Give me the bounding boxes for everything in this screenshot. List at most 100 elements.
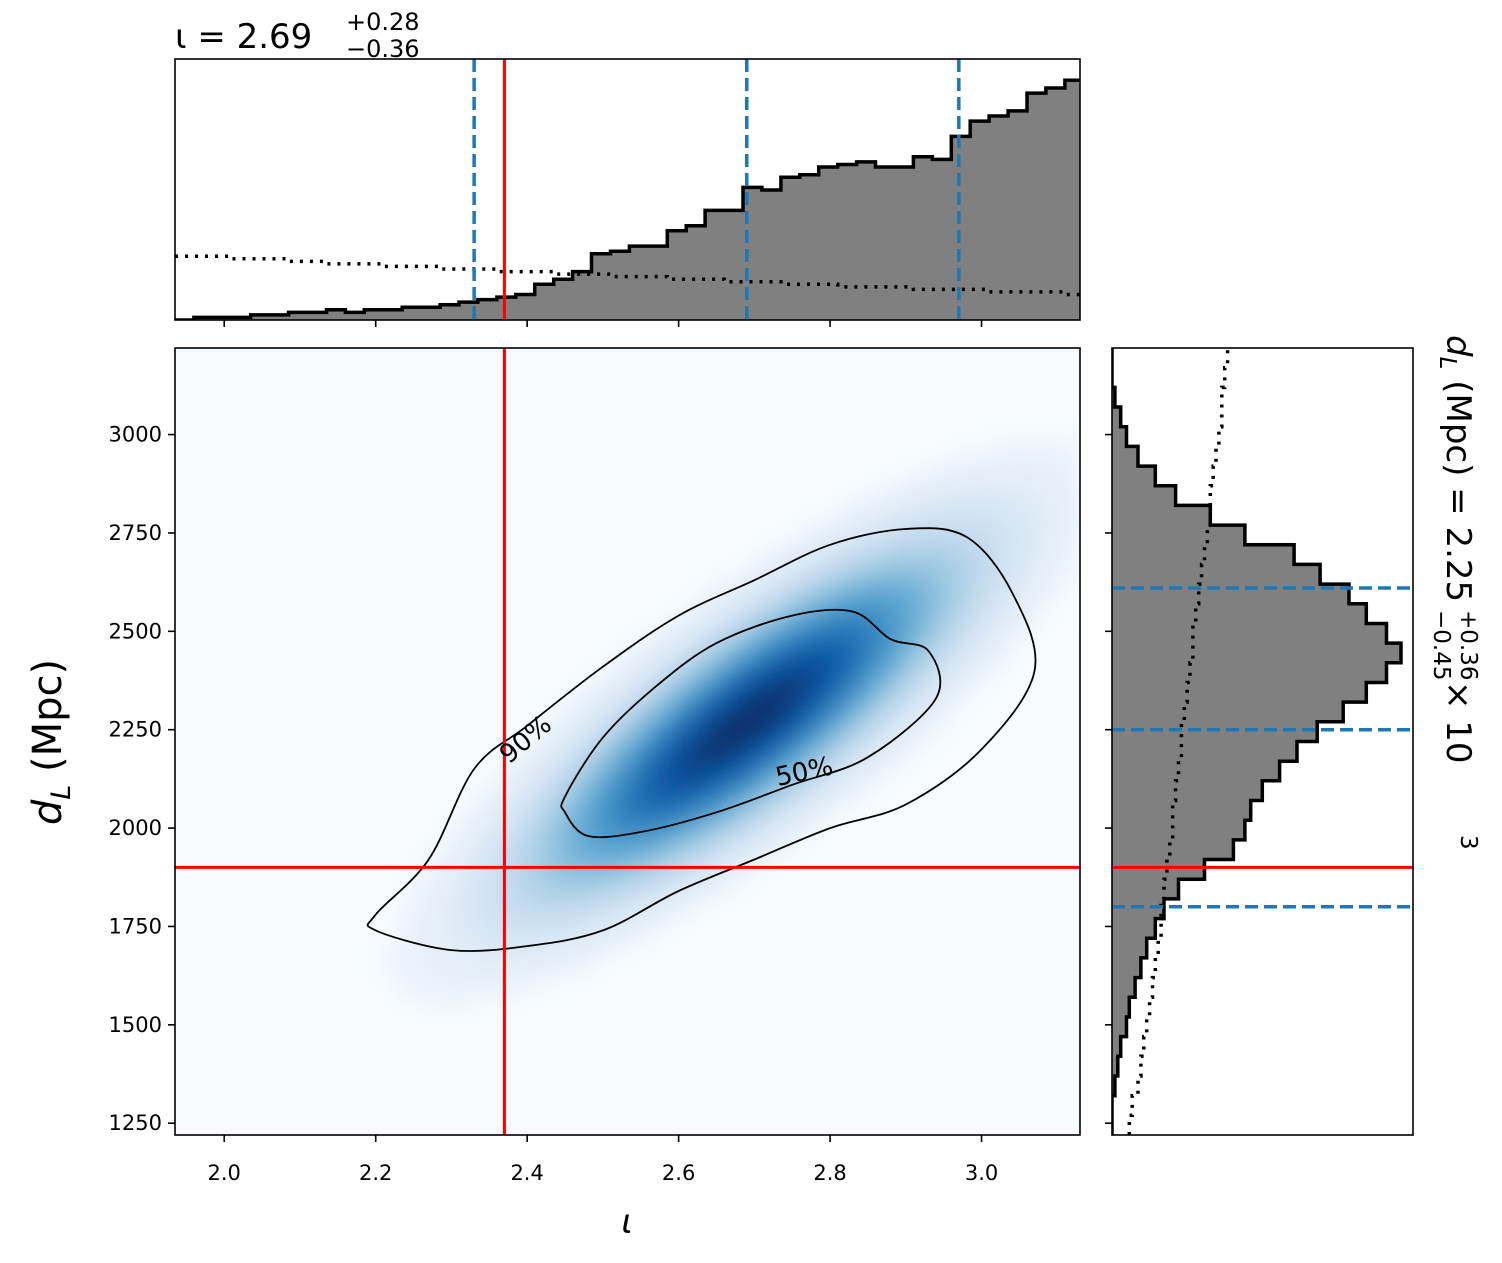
heatmap-cell	[1041, 460, 1055, 473]
heatmap-cell	[1028, 606, 1042, 619]
heatmap-cell	[834, 674, 848, 686]
heatmap-cell	[601, 865, 616, 877]
heatmap-cell	[614, 943, 629, 956]
heatmap-cell	[718, 809, 732, 821]
heatmap-cell	[1015, 494, 1029, 506]
heatmap-cell	[834, 696, 848, 709]
heatmap-cell	[614, 887, 629, 900]
heatmap-cell	[653, 809, 667, 821]
heatmap-cell	[472, 898, 486, 911]
heatmap-cell	[718, 629, 732, 641]
heatmap-cell	[562, 786, 577, 799]
heatmap-cell	[899, 595, 913, 608]
heatmap-cell	[601, 696, 616, 709]
heatmap-cell	[821, 561, 835, 574]
heatmap-cell	[485, 955, 499, 967]
heatmap-cell	[963, 595, 978, 608]
heatmap-cell	[873, 584, 887, 596]
heatmap-cell	[730, 775, 745, 787]
heatmap-cell	[666, 640, 680, 653]
heatmap-cell	[769, 719, 784, 731]
heatmap-cell	[524, 898, 538, 911]
heatmap-cell	[588, 730, 603, 743]
heatmap-cell	[976, 595, 991, 608]
heatmap-cell	[782, 584, 797, 596]
heatmap-cell	[756, 606, 771, 619]
heatmap-cell	[472, 876, 486, 889]
heatmap-cell	[847, 797, 861, 810]
heatmap-cell	[653, 741, 667, 754]
heatmap-cell	[860, 685, 874, 698]
heatmap-cell	[730, 741, 745, 754]
heatmap-cell	[614, 820, 629, 832]
heatmap-cell	[666, 876, 680, 889]
heatmap-cell	[950, 685, 965, 698]
heatmap-cell	[459, 865, 473, 877]
heatmap-cell	[873, 550, 887, 563]
heatmap-cell	[769, 842, 784, 855]
heatmap-cell	[782, 809, 797, 821]
heatmap-cell	[575, 831, 590, 844]
heatmap-cell	[420, 977, 435, 990]
heatmap-cell	[769, 831, 784, 844]
heatmap-cell	[562, 921, 577, 934]
heatmap-cell	[937, 471, 952, 484]
heatmap-cell	[911, 707, 926, 720]
heatmap-cell	[886, 572, 900, 585]
heatmap-cell	[640, 809, 654, 821]
heatmap-cell	[756, 741, 771, 754]
heatmap-cell	[873, 516, 887, 529]
heatmap-cell	[653, 719, 667, 731]
heatmap-cell	[511, 966, 525, 979]
heatmap-cell	[782, 719, 797, 731]
heatmap-cell	[821, 640, 835, 653]
heatmap-cell	[640, 719, 654, 731]
heatmap-cell	[1041, 561, 1055, 574]
heatmap-cell	[524, 921, 538, 934]
heatmap-cell	[653, 786, 667, 799]
heatmap-cell	[808, 662, 822, 675]
heatmap-cell	[782, 561, 797, 574]
heatmap-cell	[718, 876, 732, 889]
heatmap-cell	[718, 831, 732, 844]
heatmap-cell	[769, 752, 784, 765]
heatmap-cell	[653, 876, 667, 889]
heatmap-cell	[575, 910, 590, 922]
heatmap-cell	[834, 651, 848, 664]
heatmap-cell	[769, 651, 784, 664]
heatmap-cell	[886, 741, 900, 754]
heatmap-cell	[601, 797, 616, 810]
heatmap-cell	[743, 584, 758, 596]
heatmap-cell	[511, 752, 525, 765]
heatmap-cell	[873, 617, 887, 630]
heatmap-cell	[485, 876, 499, 889]
heatmap-cell	[1041, 572, 1055, 585]
heatmap-cell	[756, 550, 771, 563]
heatmap-cell	[743, 572, 758, 585]
heatmap-cell	[627, 662, 641, 675]
heatmap-cell	[950, 629, 965, 641]
heatmap-cell	[575, 898, 590, 911]
heatmap-cell	[549, 865, 564, 877]
heatmap-cell	[937, 572, 952, 585]
heatmap-cell	[821, 662, 835, 675]
heatmap-cell	[873, 764, 887, 776]
heatmap-cell	[756, 820, 771, 832]
heatmap-cell	[937, 674, 952, 686]
heatmap-cell	[756, 640, 771, 653]
heatmap-cell	[924, 460, 939, 473]
heatmap-cell	[446, 1000, 460, 1012]
heatmap-cell	[834, 505, 848, 518]
joint-ytick-label-1: 1500	[109, 1013, 162, 1037]
heatmap-cell	[899, 550, 913, 563]
heatmap-cell	[524, 977, 538, 990]
heatmap-cell	[537, 887, 551, 900]
heatmap-cell	[459, 887, 473, 900]
heatmap-cell	[1041, 449, 1055, 461]
heatmap-cell	[420, 898, 435, 911]
heatmap-cell	[782, 831, 797, 844]
heatmap-cell	[511, 988, 525, 1001]
heatmap-cell	[730, 651, 745, 664]
heatmap-cell	[524, 741, 538, 754]
heatmap-cell	[886, 595, 900, 608]
